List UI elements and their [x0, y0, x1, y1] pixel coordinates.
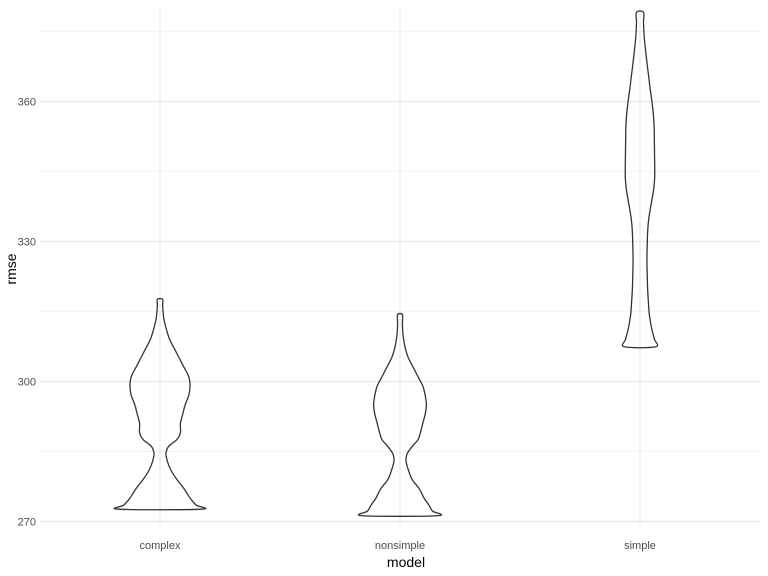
- violin-nonsimple: [357, 312, 443, 517]
- x-tick-label: nonsimple: [375, 540, 425, 552]
- x-tick-label: simple: [624, 540, 656, 552]
- x-axis-tick-labels: complex nonsimple simple: [140, 540, 656, 552]
- y-tick-label: 330: [18, 236, 36, 248]
- violin-layer: [113, 10, 659, 517]
- violin-simple: [621, 10, 659, 349]
- y-tick-label: 300: [18, 376, 36, 388]
- x-tick-label: complex: [140, 540, 181, 552]
- y-tick-label: 270: [18, 516, 36, 528]
- major-gridlines: [40, 8, 760, 526]
- y-axis-tick-labels: 270 300 330 360: [18, 96, 36, 528]
- x-axis-title: model: [387, 554, 425, 570]
- y-tick-label: 360: [18, 96, 36, 108]
- y-axis-title: rmse: [3, 253, 19, 284]
- violin-complex: [113, 297, 207, 511]
